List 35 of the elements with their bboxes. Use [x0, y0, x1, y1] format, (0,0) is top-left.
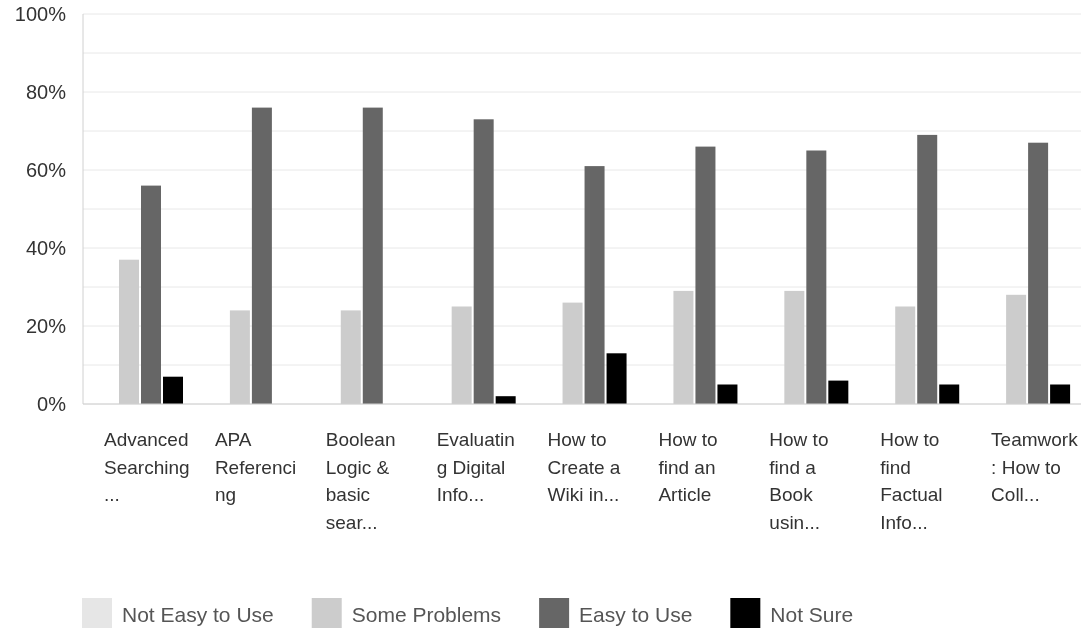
y-tick-label: 80%	[25, 81, 67, 103]
bar	[584, 166, 605, 404]
bar	[717, 384, 738, 404]
legend-label: Not Easy to Use	[122, 603, 274, 626]
y-tick-label: 0%	[37, 393, 67, 415]
y-tick-label: 40%	[25, 237, 67, 259]
x-tick-label: How to Create a Wiki in...	[547, 429, 621, 505]
bar	[362, 107, 383, 404]
bar	[806, 150, 827, 404]
bar	[141, 185, 161, 404]
legend-label: Some Problems	[351, 603, 502, 626]
legend-label: Easy to Use	[579, 603, 693, 626]
bar	[939, 384, 960, 404]
x-tick-label: Evaluating Digital Info...	[436, 429, 515, 505]
bar	[917, 134, 938, 404]
x-tick-label: Advanced Searching...	[104, 429, 190, 505]
x-tick-label: APA Referencing	[214, 429, 297, 505]
x-tick-label: Boolean Logic & basic sear...	[325, 429, 396, 533]
bar	[828, 380, 849, 404]
x-tick-label: How to find Factual Info...	[880, 429, 943, 533]
bar	[495, 396, 516, 404]
bar	[1050, 384, 1071, 404]
bar	[606, 353, 627, 404]
x-tick-label: How to find a Book usin...	[769, 429, 829, 533]
bar	[695, 146, 716, 404]
legend-label: Not Sure	[770, 603, 854, 626]
bar	[473, 119, 494, 404]
bar	[251, 107, 272, 404]
x-tick-label: Teamwork: How to Coll...	[991, 429, 1079, 505]
y-tick-label: 60%	[25, 159, 67, 181]
bar	[163, 376, 183, 404]
x-tick-label: How to find an Article	[658, 429, 718, 505]
bar	[1028, 142, 1049, 404]
y-tick-label: 20%	[25, 315, 67, 337]
y-tick-label: 100%	[14, 3, 67, 25]
